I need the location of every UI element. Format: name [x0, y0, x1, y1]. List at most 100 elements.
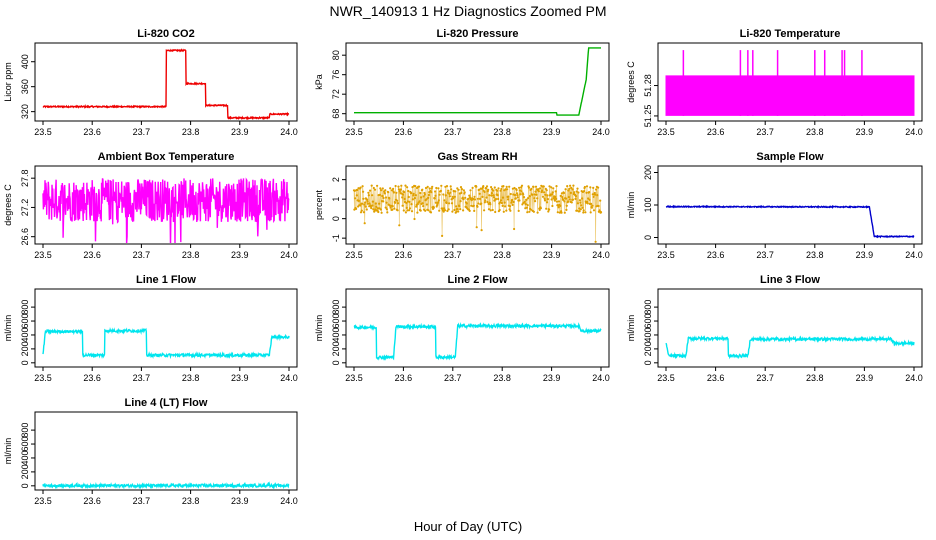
series-line	[665, 75, 915, 116]
series-group	[665, 204, 915, 239]
chart-panel: Gas Stream RH percent 23.5 23.6 23.7 23.8 23.9…	[314, 151, 610, 260]
plot-frame	[345, 42, 610, 122]
chart-title: Line 3 Flow	[760, 274, 820, 286]
x-tick-label: 23.5	[34, 373, 52, 383]
x-tick-label: 24.0	[905, 127, 923, 137]
x-tick-label: 23.8	[806, 127, 824, 137]
x-tick-label: 24.0	[592, 250, 610, 260]
chart-panel: Line 3 Flow ml/min 23.5 23.6 23.7 23.8 23.9 24.…	[626, 274, 923, 383]
y-tick-label: 27.2	[20, 199, 30, 217]
chart-title: Line 1 Flow	[136, 274, 196, 286]
y-tick-label: 200	[20, 464, 30, 479]
plot-frame	[657, 288, 923, 368]
y-axis-label: ml/min	[626, 192, 636, 219]
y-tick-label: 800	[331, 300, 341, 315]
x-tick-label: 23.5	[657, 250, 675, 260]
y-tick-label: 400	[20, 450, 30, 465]
y-tick-label: 1	[331, 197, 341, 202]
chart-title: Li-820 Pressure	[437, 28, 519, 40]
chart-panel: Ambient Box Temperature degrees C 23.5 23.6…	[3, 151, 298, 260]
plot-frame	[345, 165, 610, 245]
chart-panel: Line 2 Flow ml/min 23.5 23.6 23.7 23.8 23.9 24.…	[314, 274, 610, 383]
chart-panel: Li-820 CO2 Licor ppm 23.5 23.6 23.7 23.8 23.9 2…	[3, 28, 298, 137]
x-tick-label: 23.7	[444, 250, 462, 260]
x-tick-label: 23.5	[34, 127, 52, 137]
y-axis-label: ml/min	[626, 315, 636, 342]
y-tick-label: 80	[331, 50, 341, 60]
x-tick-label: 23.7	[133, 127, 151, 137]
chart-title: Line 2 Flow	[448, 274, 508, 286]
x-tick-label: 23.7	[756, 373, 774, 383]
y-tick-label: 400	[20, 327, 30, 342]
x-tick-label: 23.5	[657, 127, 675, 137]
y-tick-label: 400	[643, 327, 653, 342]
series-line	[42, 48, 290, 120]
plot-frame	[657, 42, 923, 122]
chart-title: Line 4 (LT) Flow	[125, 397, 208, 409]
y-tick-label: 200	[643, 341, 653, 356]
x-tick-label: 23.5	[34, 496, 52, 506]
y-tick-label: 360	[20, 79, 30, 94]
y-tick-label: 800	[20, 423, 30, 438]
y-axis-label: degrees C	[3, 184, 13, 226]
x-tick-label: 23.9	[856, 373, 874, 383]
series-group	[665, 50, 915, 116]
x-tick-label: 23.9	[231, 373, 249, 383]
series-group	[352, 184, 603, 243]
x-tick-label: 23.8	[806, 373, 824, 383]
y-tick-label: 76	[331, 70, 341, 80]
y-tick-label: 0	[643, 235, 653, 240]
series-group	[665, 334, 915, 360]
series-line	[353, 185, 602, 242]
y-axis-label: percent	[314, 189, 324, 220]
figure-title: NWR_140913 1 Hz Diagnostics Zoomed PM	[329, 3, 606, 19]
chart-panel: Line 4 (LT) Flow ml/min 23.5 23.6 23.7 23.8 23…	[3, 397, 298, 506]
y-tick-label: 400	[331, 327, 341, 342]
x-tick-label: 23.9	[231, 250, 249, 260]
y-tick-label: 51.25	[643, 105, 653, 128]
chart-title: Li-820 CO2	[137, 28, 194, 40]
y-axis-label: degrees C	[626, 61, 636, 103]
chart-title: Ambient Box Temperature	[98, 151, 235, 163]
y-tick-label: 0	[331, 360, 341, 365]
x-tick-label: 23.7	[133, 373, 151, 383]
y-tick-label: 800	[20, 300, 30, 315]
chart-panel: Sample Flow ml/min 23.5 23.6 23.7 23.8 23.9 24.…	[626, 151, 923, 260]
x-tick-label: 23.6	[707, 373, 725, 383]
x-tick-label: 23.8	[182, 496, 200, 506]
y-tick-label: 2	[331, 177, 341, 182]
x-tick-label: 24.0	[280, 373, 298, 383]
y-tick-label: 27.8	[20, 169, 30, 187]
x-tick-label: 23.9	[543, 373, 561, 383]
x-tick-label: 23.5	[657, 373, 675, 383]
plot-frame	[345, 288, 610, 368]
x-tick-label: 23.6	[395, 373, 413, 383]
x-tick-label: 23.8	[493, 250, 511, 260]
y-tick-label: 200	[643, 165, 653, 180]
x-tick-label: 24.0	[905, 250, 923, 260]
x-tick-label: 24.0	[592, 373, 610, 383]
plot-frame	[34, 411, 298, 491]
x-tick-label: 23.9	[231, 127, 249, 137]
series-group	[42, 481, 290, 489]
y-tick-label: 320	[20, 104, 30, 119]
y-tick-label: 68	[331, 109, 341, 119]
plot-frame	[34, 42, 298, 122]
x-tick-label: 23.7	[444, 373, 462, 383]
x-tick-label: 23.8	[493, 127, 511, 137]
y-tick-label: 0	[20, 483, 30, 488]
x-tick-label: 23.5	[34, 250, 52, 260]
x-tick-label: 23.6	[83, 373, 101, 383]
series-group	[42, 177, 290, 243]
x-tick-label: 24.0	[905, 373, 923, 383]
x-tick-label: 23.6	[395, 250, 413, 260]
plot-frame	[34, 288, 298, 368]
y-tick-label: 400	[20, 54, 30, 69]
x-tick-label: 23.5	[345, 127, 363, 137]
chart-title: Li-820 Temperature	[740, 28, 841, 40]
series-line	[665, 204, 915, 239]
x-tick-label: 23.7	[133, 496, 151, 506]
y-tick-label: 0	[643, 360, 653, 365]
chart-title: Gas Stream RH	[437, 151, 517, 163]
x-tick-label: 23.6	[707, 127, 725, 137]
